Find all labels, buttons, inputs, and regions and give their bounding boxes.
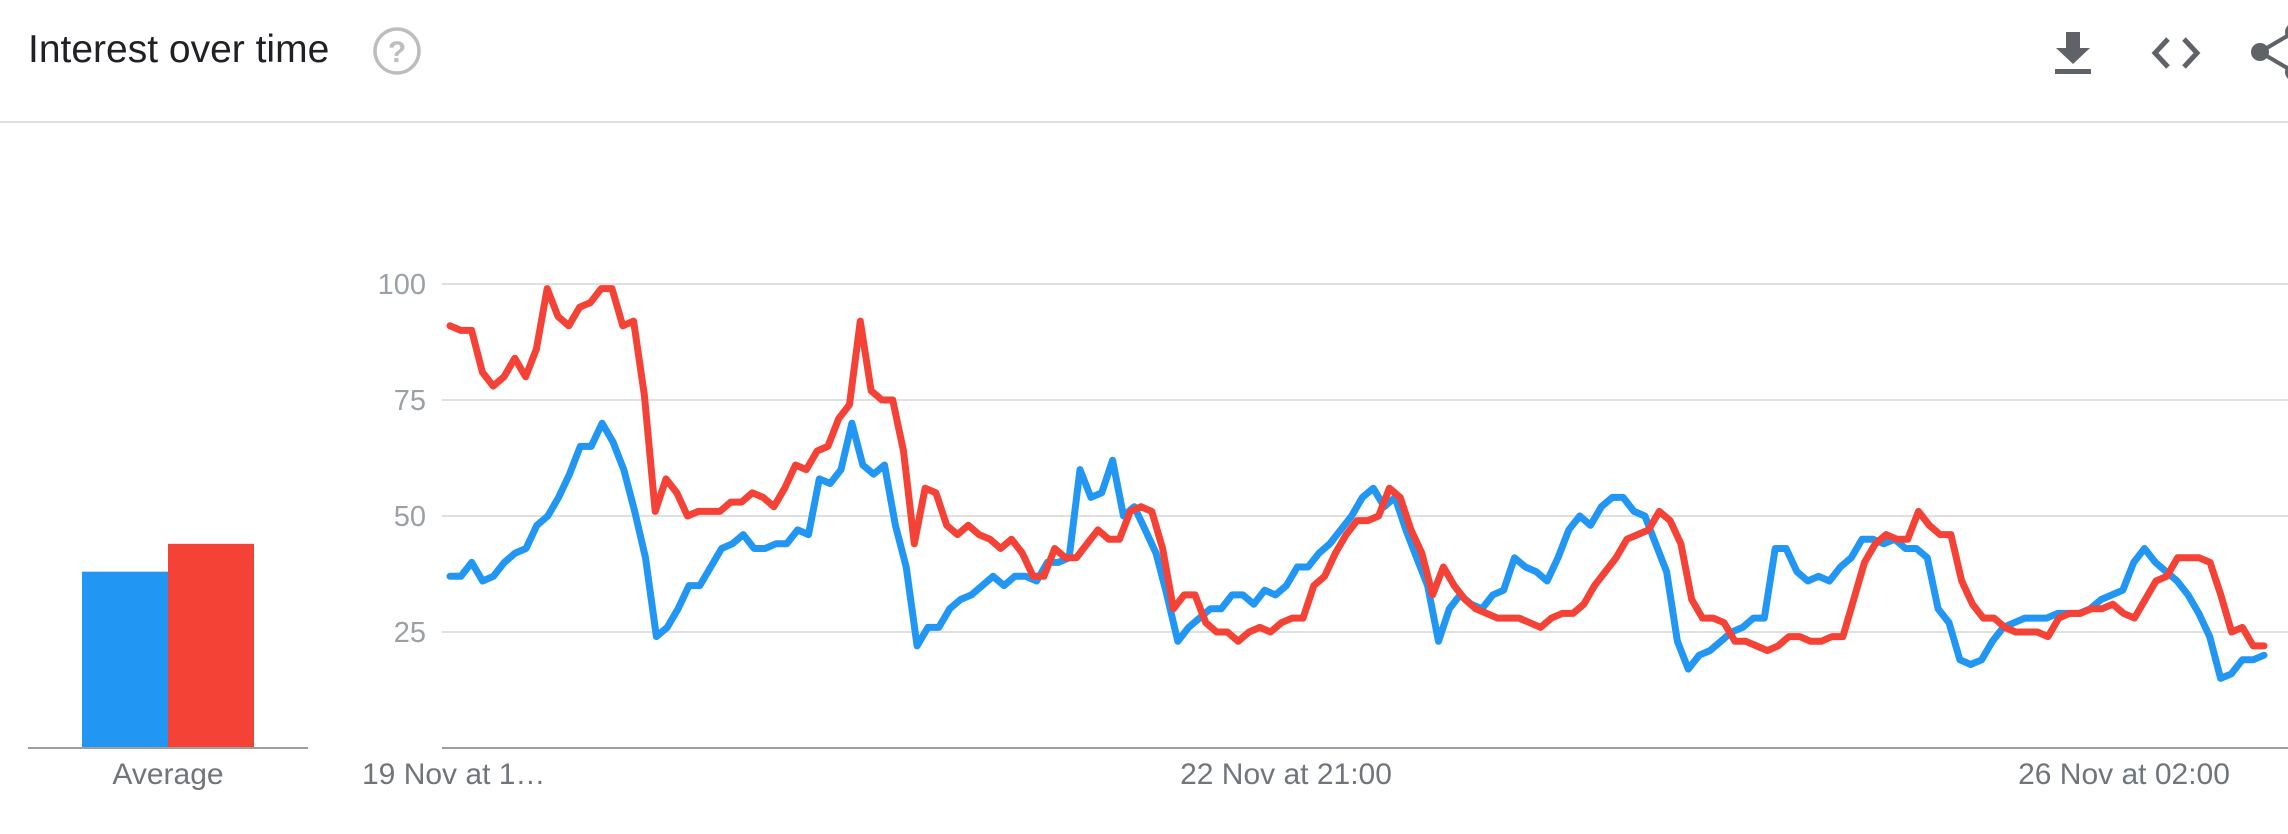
download-icon[interactable] — [2050, 28, 2096, 78]
y-tick-label-75: 75 — [394, 385, 426, 417]
average-bar-chart: Average — [28, 543, 308, 791]
series-b-line[interactable] — [446, 285, 2268, 655]
chart-header: Interest over time ? — [0, 0, 2288, 123]
share-icon[interactable] — [2248, 24, 2288, 80]
x-tick-label-start: 19 Nov at 1… — [362, 758, 545, 791]
help-icon[interactable]: ? — [372, 26, 422, 76]
series-a-line[interactable] — [446, 419, 2268, 682]
average-bar-series-a[interactable] — [82, 571, 168, 748]
chart-title: Interest over time — [28, 28, 330, 71]
x-tick-label-end: 26 Nov at 02:00 — [2018, 758, 2230, 791]
grid-lines — [442, 283, 2288, 633]
chart-area: Average 25 50 75 100 19 Nov at 1… 22 Nov at… — [28, 269, 2288, 791]
line-chart: 25 50 75 100 19 Nov at 1… 22 Nov at 21:00 2… — [362, 269, 2288, 791]
embed-icon[interactable] — [2148, 30, 2204, 76]
average-bar-series-b[interactable] — [168, 543, 254, 748]
svg-text:?: ? — [388, 36, 406, 69]
y-tick-label-50: 50 — [394, 501, 426, 533]
y-tick-labels: 25 50 75 100 — [378, 269, 426, 649]
y-tick-label-25: 25 — [394, 617, 426, 649]
average-label: Average — [112, 758, 223, 791]
y-tick-label-100: 100 — [378, 269, 426, 301]
x-tick-label-middle: 22 Nov at 21:00 — [1180, 758, 1392, 791]
